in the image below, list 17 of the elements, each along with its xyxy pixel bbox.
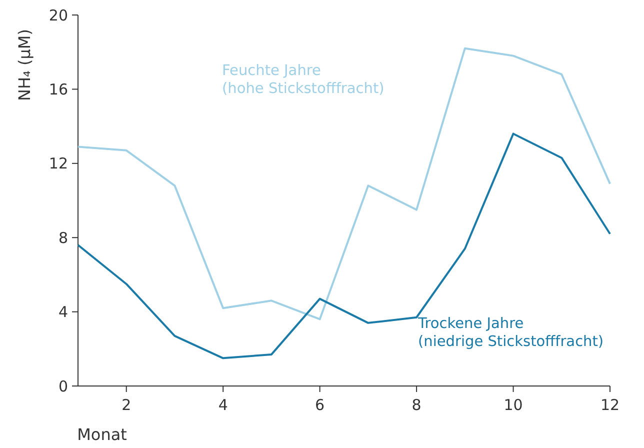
x-tick-label: 4 xyxy=(218,396,228,414)
y-tick-label: 0 xyxy=(58,377,68,396)
y-tick-label: 4 xyxy=(58,303,68,322)
x-tick-label: 2 xyxy=(122,396,132,414)
x-tick-label: 6 xyxy=(315,396,325,414)
y-tick-label: 12 xyxy=(48,154,68,173)
x-tick-label: 12 xyxy=(600,396,620,414)
series-label: Trockene Jahre (niedrige Stickstofffracht) xyxy=(417,316,604,350)
y-tick-label: 8 xyxy=(58,228,68,247)
line-series xyxy=(77,132,611,360)
y-axis-title: NH₄ (µM) xyxy=(15,29,34,101)
text: Feuchte Jahre (hohe Stickstofffracht) xyxy=(222,63,384,98)
y-tick-label: 16 xyxy=(48,80,68,98)
y-tick-label: 20 xyxy=(48,6,68,24)
x-tick-label: 8 xyxy=(412,396,422,414)
x-tick-label: 10 xyxy=(504,396,523,414)
x-axis-title: Monat xyxy=(77,425,127,444)
